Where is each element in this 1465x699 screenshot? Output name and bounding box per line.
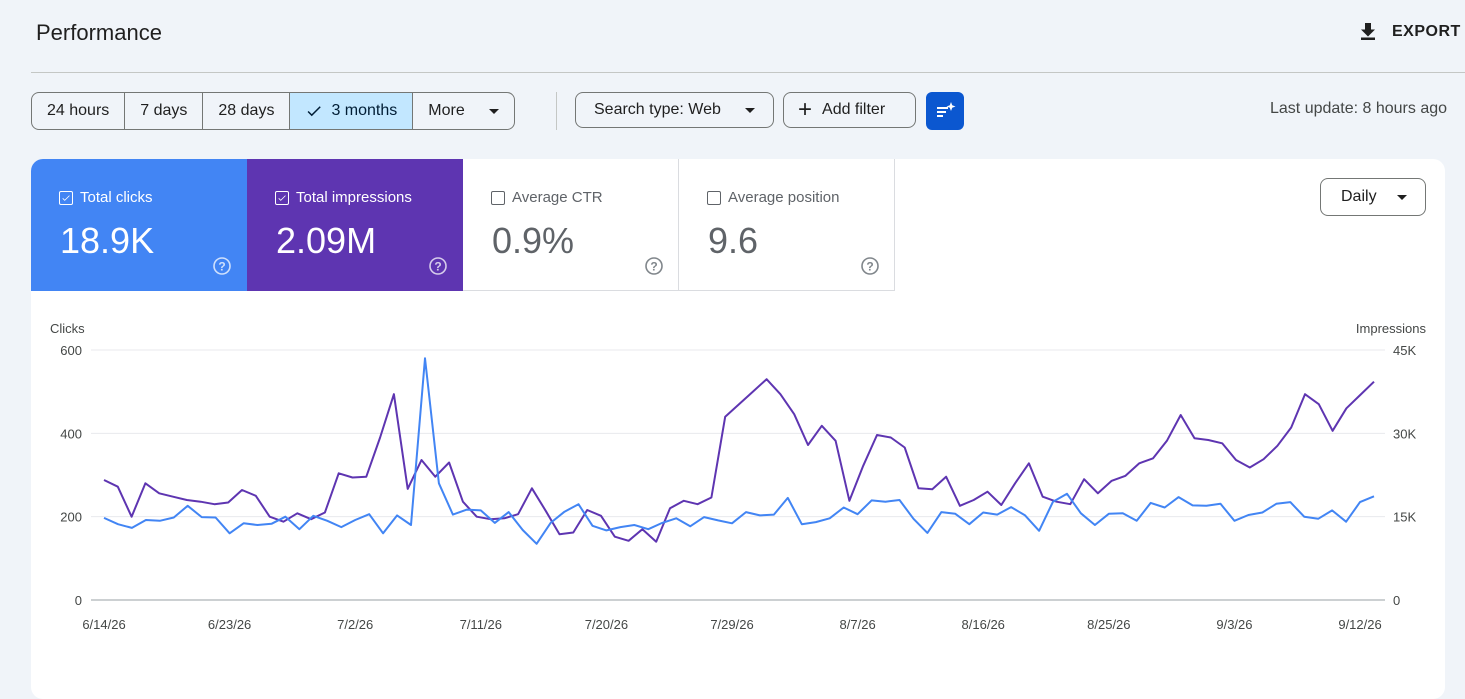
export-button[interactable]: EXPORT [1356, 20, 1461, 44]
y-right-tick-label: 0 [1393, 593, 1400, 608]
add-filter-label: Add filter [822, 101, 886, 118]
help-icon[interactable]: ? [860, 256, 880, 276]
x-tick-label: 7/20/26 [585, 617, 628, 632]
last-update-text: Last update: 8 hours ago [1270, 100, 1448, 117]
metric-label: Average position [728, 189, 840, 206]
search-type-dropdown[interactable]: Search type: Web [575, 92, 774, 128]
performance-card: Total clicks 18.9K ? Total impressions 2… [31, 159, 1445, 699]
metric-value: 2.09M [276, 220, 377, 261]
checkbox-checked-icon[interactable] [275, 190, 289, 205]
date-range-group: 24 hours 7 days 28 days 3 months More [31, 92, 516, 130]
x-tick-label: 9/3/26 [1216, 617, 1252, 632]
svg-text:?: ? [434, 260, 441, 274]
x-tick-label: 8/7/26 [840, 617, 876, 632]
checkbox-unchecked-icon[interactable] [707, 190, 721, 205]
y-right-tick-label: 45K [1393, 343, 1416, 358]
chevron-down-icon [745, 107, 755, 113]
svg-text:?: ? [650, 260, 657, 274]
check-icon [308, 106, 322, 117]
x-tick-label: 8/25/26 [1087, 617, 1130, 632]
chevron-down-icon [489, 108, 500, 114]
metric-label-row: Average CTR [491, 189, 603, 206]
metric-label: Total clicks [80, 189, 153, 206]
help-icon[interactable]: ? [428, 256, 448, 276]
x-tick-label: 8/16/26 [962, 617, 1005, 632]
x-tick-label: 6/14/26 [82, 617, 125, 632]
granularity-label: Daily [1341, 188, 1377, 205]
metric-value: 0.9% [492, 220, 575, 261]
help-icon[interactable]: ? [644, 256, 664, 276]
metric-value: 18.9K [60, 220, 155, 261]
y-right-tick-label: 15K [1393, 510, 1416, 525]
export-label: EXPORT [1392, 23, 1461, 40]
header-divider [31, 72, 1465, 73]
add-filter-button[interactable]: + Add filter [783, 92, 916, 128]
checkbox-checked-icon[interactable] [59, 190, 73, 205]
range-label: 28 days [218, 102, 275, 119]
download-icon [1361, 23, 1375, 40]
clicks-series-line [103, 357, 1375, 545]
range-24-hours[interactable]: 24 hours [32, 93, 126, 129]
x-tick-label: 9/12/26 [1338, 617, 1381, 632]
y-left-tick-label: 0 [75, 593, 82, 608]
metric-total-clicks[interactable]: Total clicks 18.9K ? [31, 159, 247, 291]
svg-text:?: ? [218, 260, 225, 274]
help-icon[interactable]: ? [212, 256, 232, 276]
chevron-down-icon [1397, 194, 1407, 200]
search-type-label: Search type: Web [594, 101, 721, 118]
range-3-months[interactable]: 3 months [290, 93, 414, 129]
range-label: More [428, 102, 465, 119]
metric-average-position[interactable]: Average position 9.6 ? [679, 159, 895, 291]
granularity-dropdown[interactable]: Daily [1320, 178, 1426, 216]
y-right-tick-label: 30K [1393, 426, 1416, 441]
checkbox-unchecked-icon[interactable] [491, 190, 505, 205]
performance-chart: Clicks Impressions 0 0 200 15K 400 30K 600 45K 6/1… [50, 321, 1427, 632]
range-label: 24 hours [47, 102, 110, 119]
x-tick-label: 6/23/26 [208, 617, 251, 632]
y-left-tick-label: 400 [60, 426, 82, 441]
x-tick-label: 7/11/26 [460, 617, 502, 632]
toolbar-separator [556, 92, 557, 130]
x-tick-label: 7/29/26 [710, 617, 753, 632]
range-28-days[interactable]: 28 days [203, 93, 291, 129]
y-axis-right-title: Impressions [1356, 321, 1427, 336]
metric-value: 9.6 [708, 220, 759, 261]
range-label: 3 months [331, 102, 398, 119]
metric-label-row: Total impressions [275, 189, 412, 206]
range-label: 7 days [140, 102, 188, 119]
metric-total-impressions[interactable]: Total impressions 2.09M ? [247, 159, 463, 291]
metric-label-row: Total clicks [59, 189, 153, 206]
plus-icon: + [798, 96, 813, 123]
range-7-days[interactable]: 7 days [125, 93, 204, 129]
svg-text:?: ? [866, 260, 873, 274]
y-left-tick-label: 600 [60, 343, 82, 358]
metric-average-ctr[interactable]: Average CTR 0.9% ? [463, 159, 679, 291]
range-more-dropdown[interactable]: More [413, 93, 514, 129]
metric-label: Total impressions [296, 189, 412, 206]
sparkle-filter-icon [937, 102, 956, 117]
y-axis-left-title: Clicks [50, 321, 85, 336]
x-tick-label: 7/2/26 [337, 617, 373, 632]
metric-label-row: Average position [707, 189, 839, 206]
ai-filter-button[interactable] [926, 92, 964, 130]
metric-label: Average CTR [512, 189, 603, 206]
y-left-tick-label: 200 [60, 510, 82, 525]
page-title: Performance [36, 20, 162, 45]
